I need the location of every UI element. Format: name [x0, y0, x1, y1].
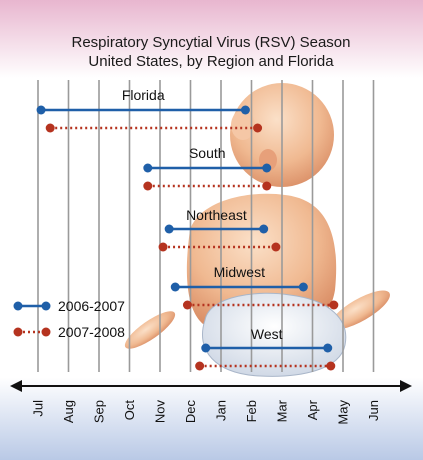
chart-title-line-1: Respiratory Syncytial Virus (RSV) Season	[72, 34, 351, 51]
range-south-2007-2008-end-point	[262, 181, 272, 191]
axis-arrow-right	[400, 380, 412, 392]
region-label-south: South	[189, 145, 226, 161]
range-west-2007-2008-end-point	[326, 361, 336, 371]
legend-marker-end-2006-2007	[41, 301, 51, 311]
region-south: South	[143, 145, 272, 191]
chart-title: Respiratory Syncytial Virus (RSV) Season…	[72, 34, 351, 70]
month-gridlines	[37, 80, 375, 372]
season-ranges: Florida South Northeast Midwest West	[36, 87, 339, 371]
legend-marker-start-2006-2007	[13, 301, 23, 311]
range-florida-2006-2007-start-point	[36, 105, 46, 115]
range-midwest-2007-2008-end-point	[329, 300, 339, 310]
range-florida-2007-2008-start-point	[45, 123, 55, 133]
month-label-sep: Sep	[92, 400, 107, 423]
month-label-apr: Apr	[305, 399, 320, 420]
region-west: West	[195, 326, 336, 371]
range-midwest-2006-2007-end-point	[298, 282, 308, 292]
legend-marker-start-2007-2008	[13, 327, 23, 337]
month-label-may: May	[336, 400, 351, 425]
range-northeast-2006-2007-end-point	[259, 224, 269, 234]
month-label-mar: Mar	[275, 399, 290, 422]
range-south-2006-2007-end-point	[262, 163, 272, 173]
region-midwest: Midwest	[170, 264, 339, 310]
month-label-jul: Jul	[31, 400, 46, 417]
month-label-jun: Jun	[366, 400, 381, 421]
month-labels: Jul Aug Sep Oct Nov Dec Jan Feb Mar Apr May Jun	[31, 399, 382, 424]
legend-marker-end-2007-2008	[41, 327, 51, 337]
time-axis	[10, 380, 412, 392]
range-northeast-2007-2008-end-point	[271, 242, 281, 252]
legend-item-2006-2007: 2006-2007	[13, 298, 125, 314]
month-label-nov: Nov	[153, 400, 168, 424]
range-florida-2007-2008-end-point	[253, 123, 263, 133]
range-midwest-2006-2007-start-point	[170, 282, 180, 292]
axis-arrow-left	[10, 380, 22, 392]
region-label-florida: Florida	[122, 87, 165, 103]
region-label-northeast: Northeast	[186, 207, 247, 223]
region-florida: Florida	[36, 87, 263, 133]
month-label-aug: Aug	[61, 400, 76, 423]
month-label-jan: Jan	[214, 400, 229, 421]
legend-label-2006-2007: 2006-2007	[58, 298, 125, 314]
region-label-west: West	[251, 326, 283, 342]
month-label-oct: Oct	[122, 400, 137, 421]
range-south-2006-2007-start-point	[143, 163, 153, 173]
range-northeast-2006-2007-start-point	[164, 224, 174, 234]
chart-title-line-2: United States, by Region and Florida	[88, 53, 334, 70]
legend-label-2007-2008: 2007-2008	[58, 324, 125, 340]
legend-item-2007-2008: 2007-2008	[13, 324, 125, 340]
range-florida-2006-2007-end-point	[240, 105, 250, 115]
range-west-2006-2007-end-point	[323, 343, 333, 353]
region-label-midwest: Midwest	[214, 264, 265, 280]
region-northeast: Northeast	[158, 207, 281, 252]
range-west-2006-2007-start-point	[201, 343, 211, 353]
range-northeast-2007-2008-start-point	[158, 242, 168, 252]
legend: 2006-2007 2007-2008	[13, 298, 125, 340]
month-label-feb: Feb	[244, 400, 259, 422]
range-south-2007-2008-start-point	[143, 181, 153, 191]
range-west-2007-2008-start-point	[195, 361, 205, 371]
range-midwest-2007-2008-start-point	[182, 300, 192, 310]
month-label-dec: Dec	[183, 400, 198, 424]
